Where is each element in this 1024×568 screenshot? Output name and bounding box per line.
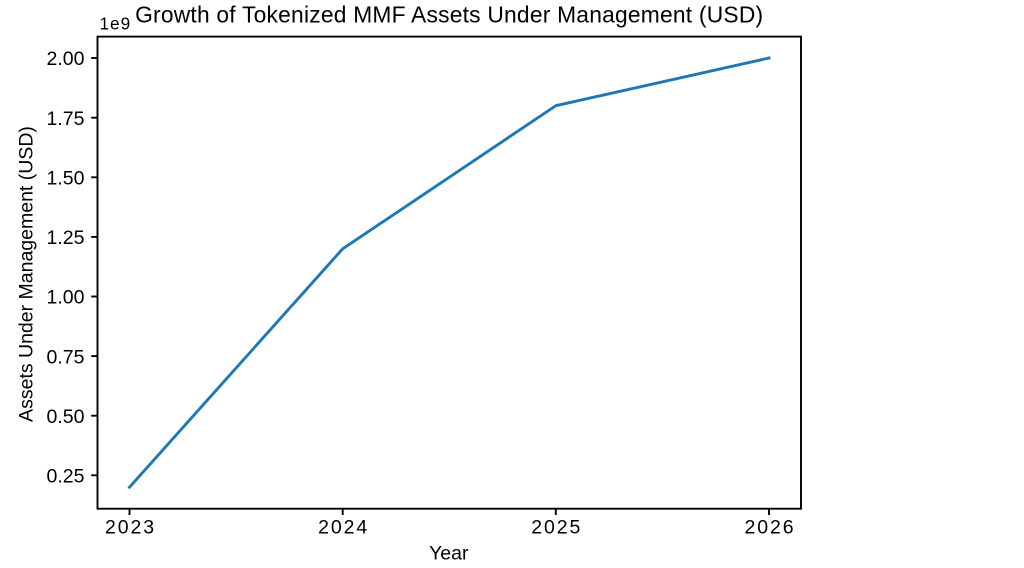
svg-text:1.00: 1.00 (47, 287, 85, 309)
svg-text:2.00: 2.00 (47, 48, 85, 70)
svg-text:2026: 2026 (744, 517, 795, 539)
svg-text:1.25: 1.25 (47, 227, 85, 249)
svg-text:2025: 2025 (531, 517, 582, 539)
svg-text:Growth of Tokenized MMF Assets: Growth of Tokenized MMF Assets Under Man… (135, 2, 763, 28)
svg-text:Assets Under Management (USD): Assets Under Management (USD) (16, 126, 38, 422)
svg-text:1e9: 1e9 (100, 14, 132, 34)
svg-text:2023: 2023 (105, 517, 156, 539)
svg-text:1.75: 1.75 (47, 108, 85, 130)
svg-text:0.75: 0.75 (47, 346, 85, 368)
svg-text:Year: Year (429, 543, 469, 564)
svg-text:0.50: 0.50 (47, 406, 85, 428)
svg-text:1.50: 1.50 (47, 168, 85, 190)
svg-text:0.25: 0.25 (47, 466, 85, 488)
svg-text:2024: 2024 (318, 517, 369, 539)
